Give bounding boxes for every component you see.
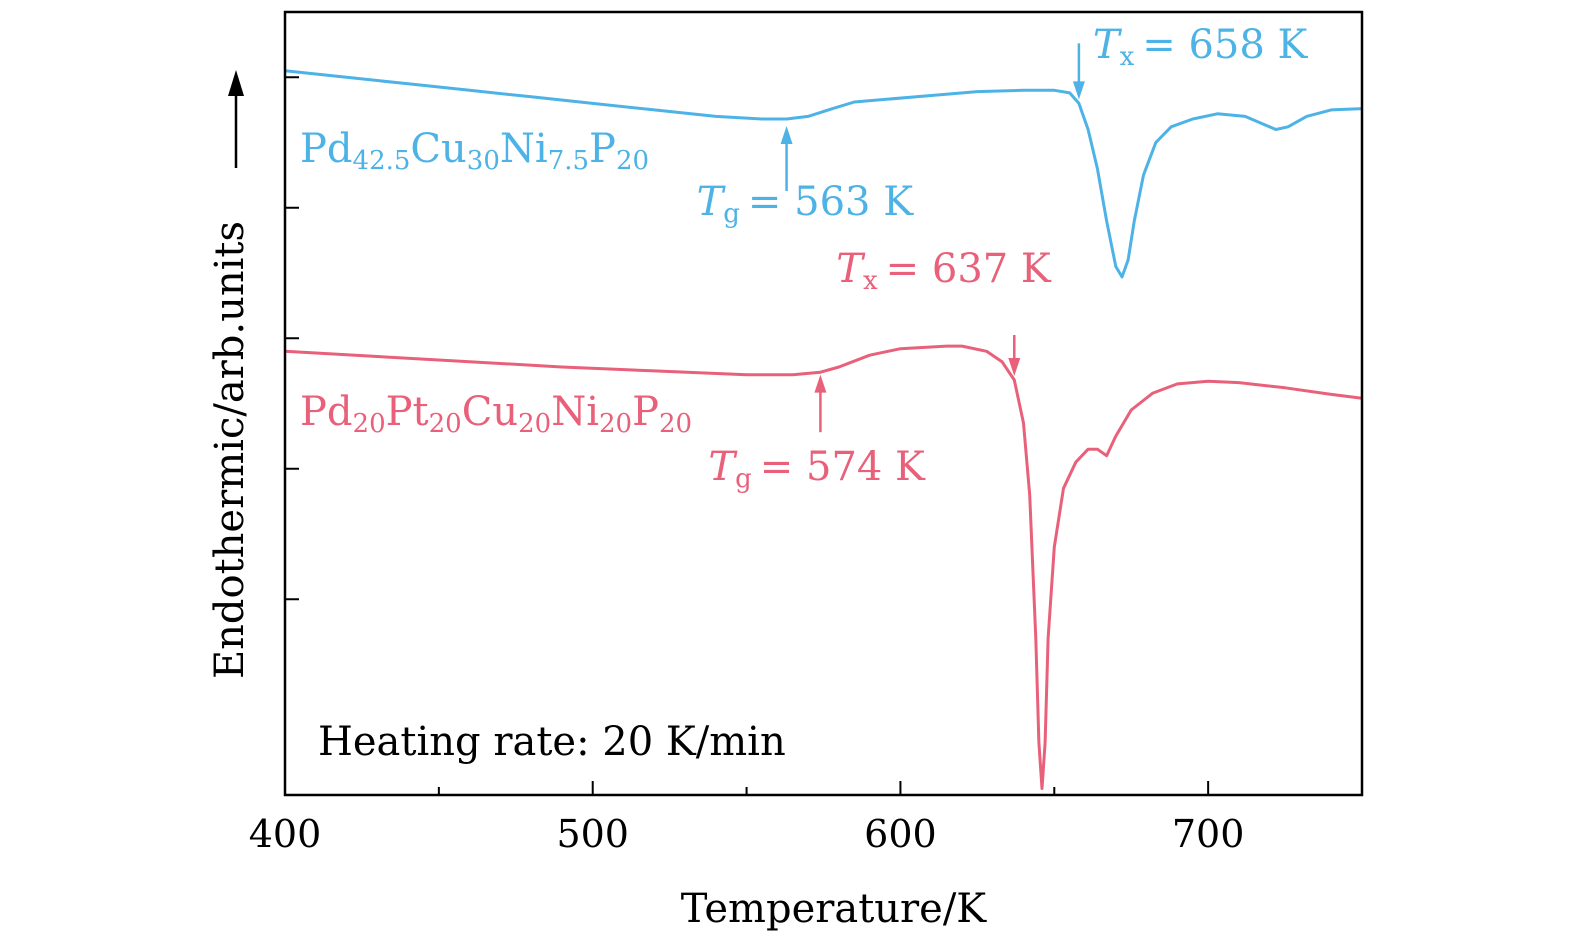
- label-text: Ni: [500, 126, 548, 172]
- tx-subscript: x: [863, 266, 878, 296]
- series-name-1: Pd42.5Cu30Ni7.5P20: [300, 126, 649, 176]
- tx-arrow-2-head: [1008, 358, 1021, 377]
- label-subscript: 20: [353, 409, 386, 439]
- tx-label-2: Tx = 637 K: [836, 246, 1052, 296]
- tx-label-1: Tx = 658 K: [1093, 22, 1309, 72]
- tg-subscript: g: [735, 464, 752, 494]
- tg-label-2: Tg = 574 K: [708, 444, 926, 494]
- tx-symbol: T: [1093, 22, 1123, 68]
- series-line-1: [284, 69, 1363, 279]
- tg-arrow-2-head: [814, 374, 827, 393]
- label-text: Pd: [300, 126, 353, 172]
- tx-value: = 658 K: [1142, 22, 1308, 68]
- x-tick-label: 400: [249, 812, 322, 856]
- label-text: P: [632, 389, 659, 435]
- label-text: P: [589, 126, 616, 172]
- y-axis-arrow-head: [228, 70, 244, 96]
- x-axis-title: Temperature/K: [681, 886, 988, 932]
- label-subscript: 20: [518, 409, 551, 439]
- ticks-layer: 400 500 600 700: [249, 76, 1363, 856]
- label-subscript: 20: [616, 146, 649, 176]
- label-text: Ni: [551, 389, 599, 435]
- heating-rate-annotation: Heating rate: 20 K/min: [318, 719, 786, 765]
- tx-arrow-1-head: [1072, 81, 1085, 100]
- label-subscript: 7.5: [548, 146, 589, 176]
- series-line-2: [284, 344, 1363, 790]
- tx-value: = 637 K: [886, 246, 1052, 292]
- x-tick-label: 500: [556, 812, 629, 856]
- y-axis-title: Endothermic/arb.units: [207, 221, 253, 679]
- label-subscript: 20: [659, 409, 692, 439]
- label-subscript: 20: [599, 409, 632, 439]
- tg-label-1: Tg = 563 K: [697, 179, 915, 229]
- label-subscript: 30: [467, 146, 500, 176]
- tx-subscript: x: [1120, 42, 1135, 72]
- label-text: Cu: [462, 389, 518, 435]
- tg-symbol: T: [697, 179, 727, 225]
- label-text: Cu: [410, 126, 466, 172]
- tg-arrow-1-head: [780, 126, 793, 145]
- label-text: Pd: [300, 389, 353, 435]
- tg-value: = 563 K: [748, 179, 914, 225]
- series-name-2: Pd20Pt20Cu20Ni20P20: [300, 389, 692, 439]
- tg-subscript: g: [723, 199, 740, 229]
- label-subscript: 42.5: [353, 146, 411, 176]
- plot-frame: [283, 10, 1364, 797]
- tg-value: = 574 K: [760, 444, 926, 490]
- tg-symbol: T: [708, 444, 738, 490]
- tx-symbol: T: [836, 246, 866, 292]
- x-tick-label: 700: [1172, 812, 1245, 856]
- x-tick-label: 600: [864, 812, 937, 856]
- label-subscript: 20: [429, 409, 462, 439]
- label-text: Pt: [386, 389, 429, 435]
- curves-layer: [284, 69, 1363, 790]
